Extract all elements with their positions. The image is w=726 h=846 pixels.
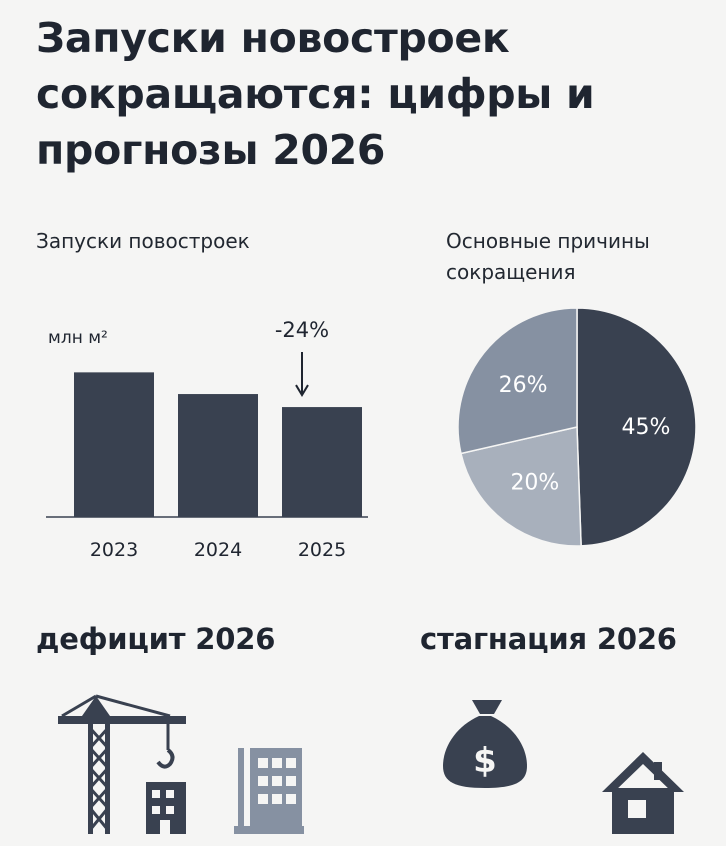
bar-2023 xyxy=(74,372,154,517)
down-arrow-icon xyxy=(295,384,309,398)
y-axis-label: млн м² xyxy=(48,328,108,348)
bar-chart: 2023 2024 2025 -24% xyxy=(46,318,368,561)
pie-label: 26% xyxy=(499,373,548,398)
svg-text:$: $ xyxy=(473,741,497,781)
page-title: Запуски новостроек сокращаются: цифры и … xyxy=(36,14,595,174)
pie-chart: 45% 20% 26% xyxy=(457,307,697,547)
pie-label: 20% xyxy=(510,471,559,496)
building-icon xyxy=(146,782,186,834)
house-icon xyxy=(602,752,684,834)
deficit-heading: дефицит 2026 xyxy=(36,622,276,656)
crane-icon xyxy=(58,694,186,834)
change-annotation: -24% xyxy=(275,318,329,342)
building-icon xyxy=(234,748,304,834)
pie-slice-45% xyxy=(576,307,697,547)
x-tick-label: 2024 xyxy=(194,539,242,561)
pie-slice-20% xyxy=(460,426,582,547)
pie-chart-title: Основные причины сокращения xyxy=(446,229,650,284)
x-tick-label: 2023 xyxy=(90,539,138,561)
bar-2025 xyxy=(282,407,362,517)
bar-2024 xyxy=(178,394,258,517)
stagnation-heading: стагнация 2026 xyxy=(420,622,677,656)
x-tick-label: 2025 xyxy=(298,539,346,561)
pie-slice-26% xyxy=(457,307,578,455)
money-bag-icon: $ xyxy=(443,700,527,788)
bar-chart-title: Запуски повостроек xyxy=(36,229,250,253)
pie-label: 45% xyxy=(622,415,671,440)
